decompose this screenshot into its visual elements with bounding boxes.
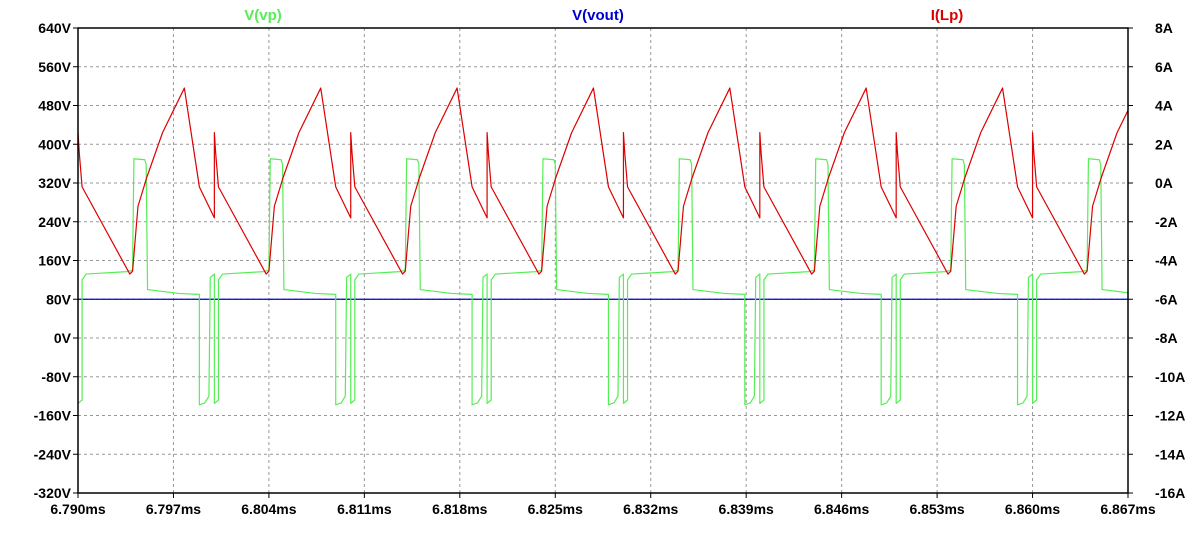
x-tick-label: 6.825ms [528, 501, 583, 517]
series-line-i-lp [78, 87, 1128, 275]
y-left-tick-label: 240V [38, 214, 71, 230]
x-tick-label: 6.804ms [241, 501, 296, 517]
y-left-tick-label: 400V [38, 136, 71, 152]
y-left-tick-label: -80V [41, 369, 71, 385]
y-left-tick-label: -320V [34, 485, 72, 501]
tick-labels: 6.790ms 6.797ms 6.804ms 6.811ms 6.818ms 6.825… [34, 20, 1186, 517]
y-left-tick-label: -240V [34, 446, 72, 462]
legend-entry: V(vp) [244, 7, 282, 24]
x-tick-label: 6.797ms [146, 501, 201, 517]
y-left-tick-label: 480V [38, 98, 71, 114]
x-tick-label: 6.811ms [337, 501, 392, 517]
x-tick-label: 6.867ms [1100, 501, 1155, 517]
y-right-tick-label: 4A [1155, 98, 1173, 114]
x-tick-label: 6.818ms [432, 501, 487, 517]
legend-entry: I(Lp) [931, 7, 963, 24]
y-right-tick-label: 8A [1155, 20, 1173, 36]
y-right-tick-label: -14A [1155, 446, 1185, 462]
y-left-tick-label: 320V [38, 175, 71, 191]
y-right-tick-label: 0A [1155, 175, 1173, 191]
y-right-tick-label: -10A [1155, 369, 1185, 385]
tick-marks [73, 27, 1133, 498]
legend-entry: V(vout) [572, 7, 624, 24]
y-left-tick-label: 640V [38, 20, 71, 36]
y-right-tick-label: 2A [1155, 136, 1173, 152]
y-right-tick-label: 6A [1155, 59, 1173, 75]
legend: V(vp) V(vout) I(Lp) [244, 7, 963, 24]
y-right-tick-label: -6A [1155, 291, 1178, 307]
y-left-tick-label: 80V [46, 291, 72, 307]
y-right-tick-label: -8A [1155, 330, 1178, 346]
y-right-tick-label: -4A [1155, 253, 1178, 269]
series-line-v-vp [78, 158, 1128, 406]
y-right-tick-label: -12A [1155, 408, 1185, 424]
y-left-tick-label: 160V [38, 253, 71, 269]
y-right-tick-label: -2A [1155, 214, 1178, 230]
x-tick-label: 6.853ms [909, 501, 964, 517]
x-tick-label: 6.832ms [623, 501, 678, 517]
y-left-tick-label: 0V [54, 330, 72, 346]
y-left-tick-label: -160V [34, 408, 72, 424]
x-tick-label: 6.790ms [50, 501, 105, 517]
y-right-tick-label: -16A [1155, 485, 1185, 501]
grid [78, 28, 1128, 493]
x-tick-label: 6.846ms [814, 501, 869, 517]
series-layer [78, 87, 1128, 406]
y-left-tick-label: 560V [38, 59, 71, 75]
x-tick-label: 6.839ms [719, 501, 774, 517]
x-tick-label: 6.860ms [1005, 501, 1060, 517]
